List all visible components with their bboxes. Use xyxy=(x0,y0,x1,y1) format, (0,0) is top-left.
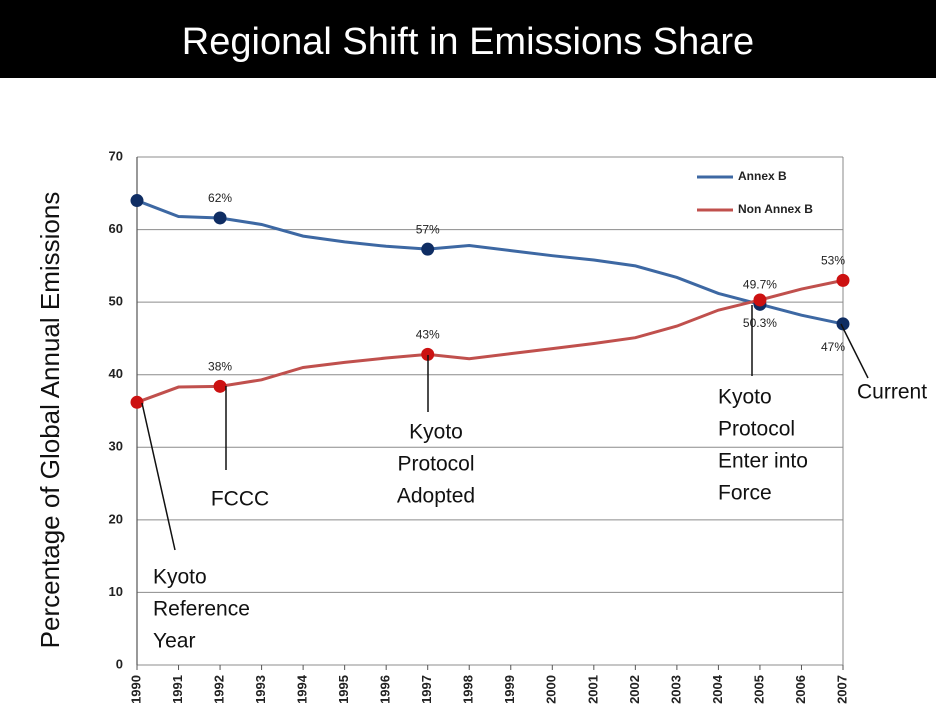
legend-label: Non Annex B xyxy=(738,202,813,216)
y-tick-label: 40 xyxy=(109,366,123,381)
marker xyxy=(130,395,144,409)
x-tick-label: 1996 xyxy=(378,675,393,704)
y-tick-label: 50 xyxy=(109,294,123,309)
value-label: 47% xyxy=(821,340,845,354)
x-tick-label: 2002 xyxy=(627,675,642,704)
annotation-text: Year xyxy=(153,630,195,653)
marker xyxy=(836,317,850,331)
annotation-text: Protocol xyxy=(397,453,474,476)
x-tick-label: 1990 xyxy=(128,675,143,704)
x-tick-label: 2005 xyxy=(751,675,766,704)
y-tick-label: 20 xyxy=(109,511,123,526)
x-tick-label: 1992 xyxy=(211,675,226,704)
legend-label: Annex B xyxy=(738,169,787,183)
x-tick-label: 1997 xyxy=(419,675,434,704)
y-tick-label: 30 xyxy=(109,439,123,454)
marker xyxy=(213,211,227,225)
value-label: 57% xyxy=(416,222,440,236)
x-tick-label: 1993 xyxy=(253,675,268,704)
series-line xyxy=(136,199,844,326)
annotation-text: Current xyxy=(857,381,927,404)
value-label: 62% xyxy=(208,191,232,205)
x-tick-label: 1999 xyxy=(502,675,517,704)
annotation-text: Kyoto xyxy=(718,386,772,409)
marker xyxy=(421,242,435,256)
annotation-line xyxy=(840,323,869,379)
title-bar xyxy=(0,0,936,78)
y-axis-label: Percentage of Global Annual Emissions xyxy=(35,192,65,649)
value-label: 53% xyxy=(821,254,845,268)
annotation-text: Kyoto xyxy=(409,421,463,444)
x-tick-label: 2007 xyxy=(834,675,849,704)
marker xyxy=(213,379,227,393)
annotation-text: Enter into xyxy=(718,450,808,473)
x-tick-label: 2006 xyxy=(793,675,808,704)
x-tick-label: 1995 xyxy=(336,675,351,704)
marker xyxy=(836,273,850,287)
value-label: 50.3% xyxy=(743,316,777,330)
marker xyxy=(421,347,435,361)
x-tick-label: 2004 xyxy=(710,674,725,704)
x-tick-label: 1994 xyxy=(295,674,310,704)
y-tick-label: 60 xyxy=(109,221,123,236)
annotation-text: Protocol xyxy=(718,418,795,441)
annotation-text: FCCC xyxy=(211,488,269,511)
y-tick-label: 0 xyxy=(116,656,123,671)
annotation-text: Adopted xyxy=(397,485,475,508)
marker xyxy=(753,293,767,307)
marker xyxy=(130,194,144,208)
chart-title: Regional Shift in Emissions Share xyxy=(182,21,754,63)
x-tick-label: 1991 xyxy=(170,675,185,704)
x-tick-label: 2001 xyxy=(585,675,600,704)
value-label: 49.7% xyxy=(743,277,777,291)
y-tick-label: 10 xyxy=(109,584,123,599)
x-tick-label: 2000 xyxy=(544,675,559,704)
y-tick-label: 70 xyxy=(109,148,123,163)
annotation-line xyxy=(141,402,176,551)
series-line xyxy=(136,278,844,404)
value-label: 38% xyxy=(208,359,232,373)
x-tick-label: 1998 xyxy=(461,675,476,704)
x-tick-label: 2003 xyxy=(668,675,683,704)
annotation-text: Force xyxy=(718,482,772,505)
annotation-text: Reference xyxy=(153,598,250,621)
value-label: 43% xyxy=(416,328,440,342)
annotation-text: Kyoto xyxy=(153,566,207,589)
